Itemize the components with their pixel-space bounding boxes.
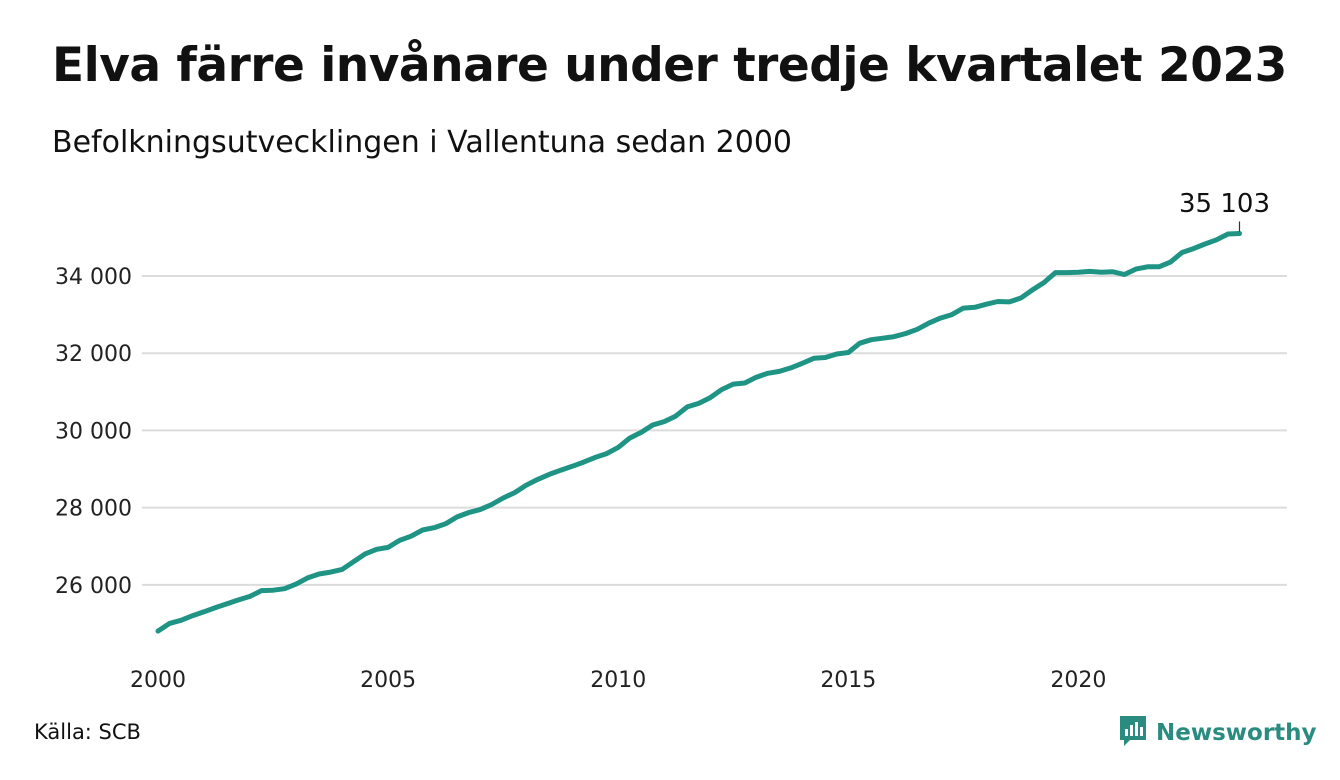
y-tick-label: 30 000: [55, 419, 132, 444]
brand-name: Newsworthy: [1156, 720, 1317, 746]
y-tick-label: 34 000: [55, 265, 132, 290]
chart-title: Elva färre invånare under tredje kvartal…: [52, 38, 1287, 93]
x-tick-label: 2010: [590, 668, 646, 693]
series-population: [155, 231, 1242, 634]
y-axis-tick-labels: 26 000 28 000 30 000 32 000 34 000: [55, 265, 132, 599]
newsworthy-logo-icon: [1118, 714, 1148, 752]
source-note: Källa: SCB: [34, 720, 141, 744]
x-tick-label: 2020: [1050, 668, 1106, 693]
x-tick-label: 2000: [130, 668, 186, 693]
x-axis-tick-labels: 2000 2005 2010 2015 2020: [130, 668, 1106, 693]
series-line: [155, 231, 1242, 634]
grid-lines: [142, 275, 1287, 586]
brand-logo[interactable]: Newsworthy: [1118, 714, 1317, 752]
x-tick-label: 2015: [820, 668, 876, 693]
chart-subtitle: Befolkningsutvecklingen i Vallentuna sed…: [52, 125, 792, 160]
end-value-label-group: 35 103: [1179, 189, 1270, 232]
end-value-label: 35 103: [1179, 189, 1270, 219]
y-tick-label: 28 000: [55, 497, 132, 522]
x-tick-label: 2005: [360, 668, 416, 693]
y-tick-label: 26 000: [55, 574, 132, 599]
y-tick-label: 32 000: [55, 342, 132, 367]
